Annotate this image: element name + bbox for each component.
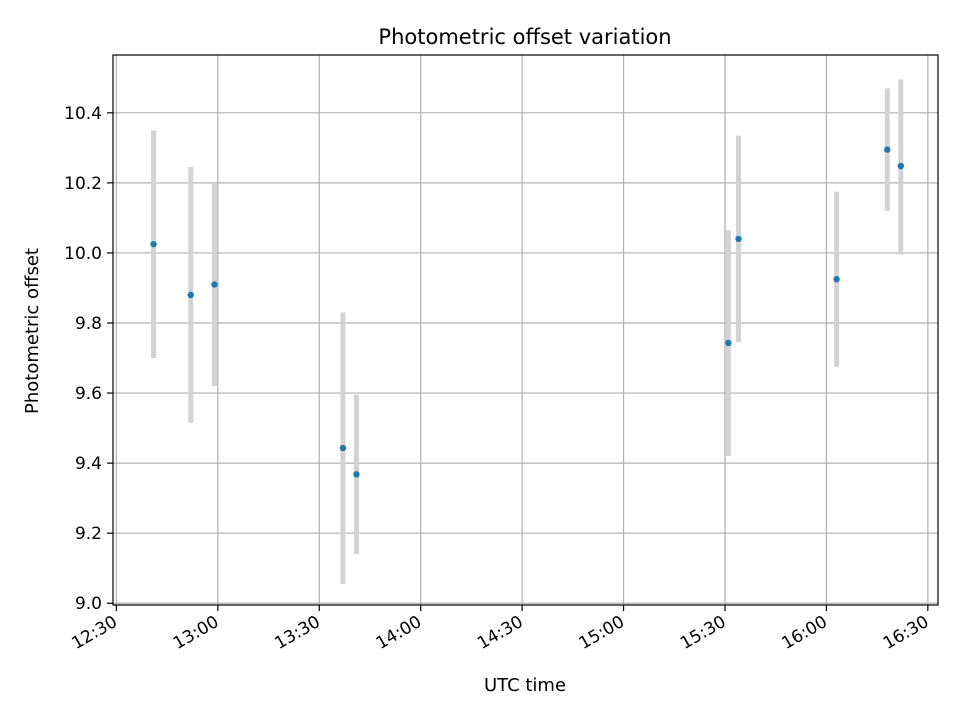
data-point <box>353 471 360 478</box>
data-point <box>833 276 840 283</box>
y-tick-label: 10.0 <box>64 244 102 264</box>
y-tick-label: 9.6 <box>75 384 102 404</box>
y-tick-label: 9.8 <box>75 314 102 334</box>
y-axis-ticks: 9.0 9.2 9.4 9.6 9.8 10.0 10.2 10.4 <box>64 104 113 614</box>
x-axis-label: UTC time <box>484 675 566 696</box>
y-tick-label: 10.4 <box>64 104 102 124</box>
grid <box>113 55 938 605</box>
data-point <box>735 235 742 243</box>
plot-frame <box>112 54 939 606</box>
y-tick-label: 9.2 <box>75 524 102 544</box>
chart-title: Photometric offset variation <box>378 25 671 49</box>
data-points <box>150 146 905 478</box>
data-point <box>150 240 157 248</box>
data-point <box>339 444 347 452</box>
data-point <box>725 339 732 347</box>
data-point <box>211 281 218 288</box>
data-point <box>187 291 194 299</box>
data-point <box>884 146 891 153</box>
y-tick-label: 10.2 <box>64 174 102 194</box>
y-tick-label: 9.0 <box>75 594 102 614</box>
y-tick-label: 9.4 <box>75 454 102 474</box>
data-point <box>897 162 905 170</box>
y-axis-label: Photometric offset <box>22 248 43 414</box>
